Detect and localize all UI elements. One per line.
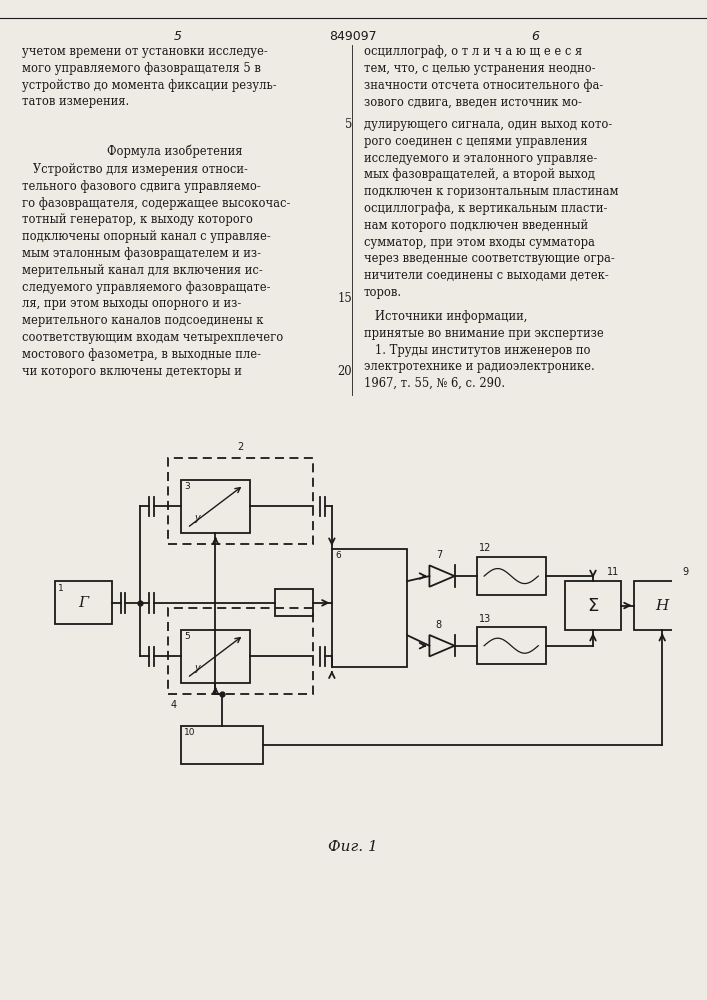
Text: 20: 20: [337, 365, 352, 378]
Text: у: у: [194, 663, 201, 673]
Text: 15: 15: [337, 292, 352, 305]
Bar: [181, 480, 250, 533]
Text: Σ: Σ: [588, 597, 599, 615]
Text: 12: 12: [479, 543, 491, 553]
Text: 10: 10: [184, 728, 196, 737]
Text: Г: Г: [78, 596, 88, 610]
Text: Источники информации,
принятые во внимание при экспертизе
   1. Труды институтов: Источники информации, принятые во вниман…: [364, 310, 604, 390]
Text: Устройство для измерения относи-
тельного фазового сдвига управляемо-
го фазовра: Устройство для измерения относи- тельног…: [22, 163, 291, 378]
Bar: [565, 581, 621, 630]
Text: 5: 5: [174, 30, 182, 43]
Text: 6: 6: [531, 30, 539, 43]
Bar: [55, 581, 112, 624]
Text: 7: 7: [436, 550, 442, 560]
Bar: [181, 630, 250, 683]
Text: 5: 5: [344, 118, 352, 131]
Text: 2: 2: [238, 442, 244, 452]
Text: осциллограф, о т л и ч а ю щ е е с я
тем, что, с целью устранения неодно-
значно: осциллограф, о т л и ч а ю щ е е с я тем…: [364, 45, 603, 108]
Text: 849097: 849097: [329, 30, 377, 43]
Bar: [275, 589, 313, 616]
Text: 1: 1: [58, 584, 64, 593]
Text: у: у: [194, 513, 201, 523]
Bar: [477, 627, 546, 664]
Text: Формула изобретения: Формула изобретения: [107, 145, 243, 158]
Text: 6: 6: [335, 551, 341, 560]
Text: 4: 4: [170, 700, 176, 710]
Text: учетом времени от установки исследуе-
мого управляемого фазовращателя 5 в
устрой: учетом времени от установки исследуе- мо…: [22, 45, 276, 108]
Bar: [168, 608, 313, 694]
Text: 3: 3: [184, 482, 189, 491]
Text: 11: 11: [607, 567, 619, 577]
Text: Н: Н: [655, 599, 669, 613]
Bar: [634, 581, 691, 630]
Bar: [181, 726, 262, 764]
Text: 9: 9: [682, 567, 689, 577]
Bar: [477, 557, 546, 595]
Text: 5: 5: [184, 632, 189, 641]
Text: 13: 13: [479, 614, 491, 624]
Text: Фиг. 1: Фиг. 1: [328, 840, 378, 854]
Text: дулирующего сигнала, один выход кото-
рого соединен с цепями управления
исследуе: дулирующего сигнала, один выход кото- ро…: [364, 118, 619, 299]
Bar: [332, 549, 407, 667]
Bar: [168, 458, 313, 544]
Text: 8: 8: [436, 620, 442, 630]
